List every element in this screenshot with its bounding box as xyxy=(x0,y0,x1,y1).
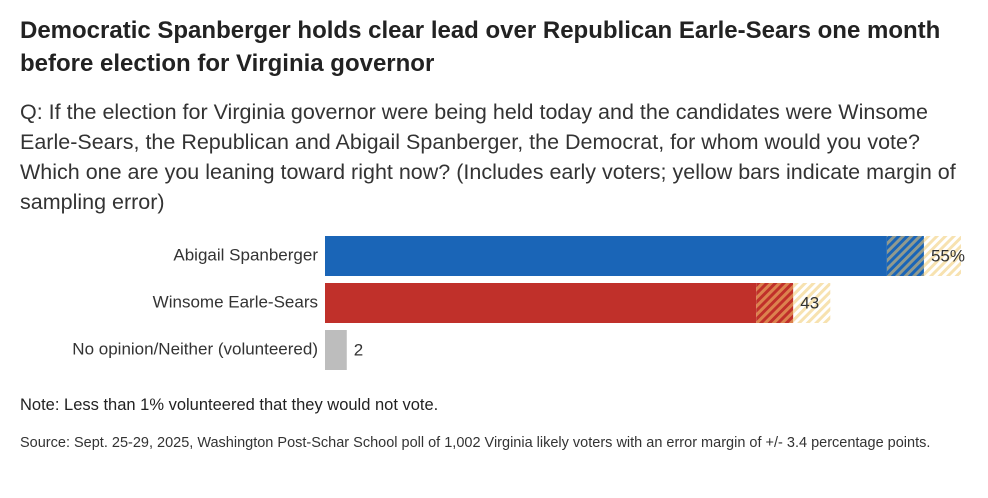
error-band-outer xyxy=(793,283,831,323)
value-label: 55% xyxy=(931,246,965,265)
value-label: 2 xyxy=(354,340,363,359)
chart-title: Democratic Spanberger holds clear lead o… xyxy=(20,17,941,77)
bar xyxy=(325,236,887,276)
bar xyxy=(325,283,757,323)
bar xyxy=(325,330,347,370)
category-label: No opinion/Neither (volunteered) xyxy=(72,339,318,358)
error-band-inner xyxy=(756,283,794,323)
category-label: Abigail Spanberger xyxy=(173,245,318,264)
value-label: 43 xyxy=(800,293,819,312)
error-band-inner xyxy=(886,236,924,276)
chart-subtitle: Q: If the election for Virginia governor… xyxy=(20,100,956,214)
error-band-outer xyxy=(923,236,961,276)
source: Source: Sept. 25-29, 2025, Washington Po… xyxy=(20,435,931,451)
category-label: Winsome Earle-Sears xyxy=(153,292,318,311)
note: Note: Less than 1% volunteered that they… xyxy=(20,396,439,414)
